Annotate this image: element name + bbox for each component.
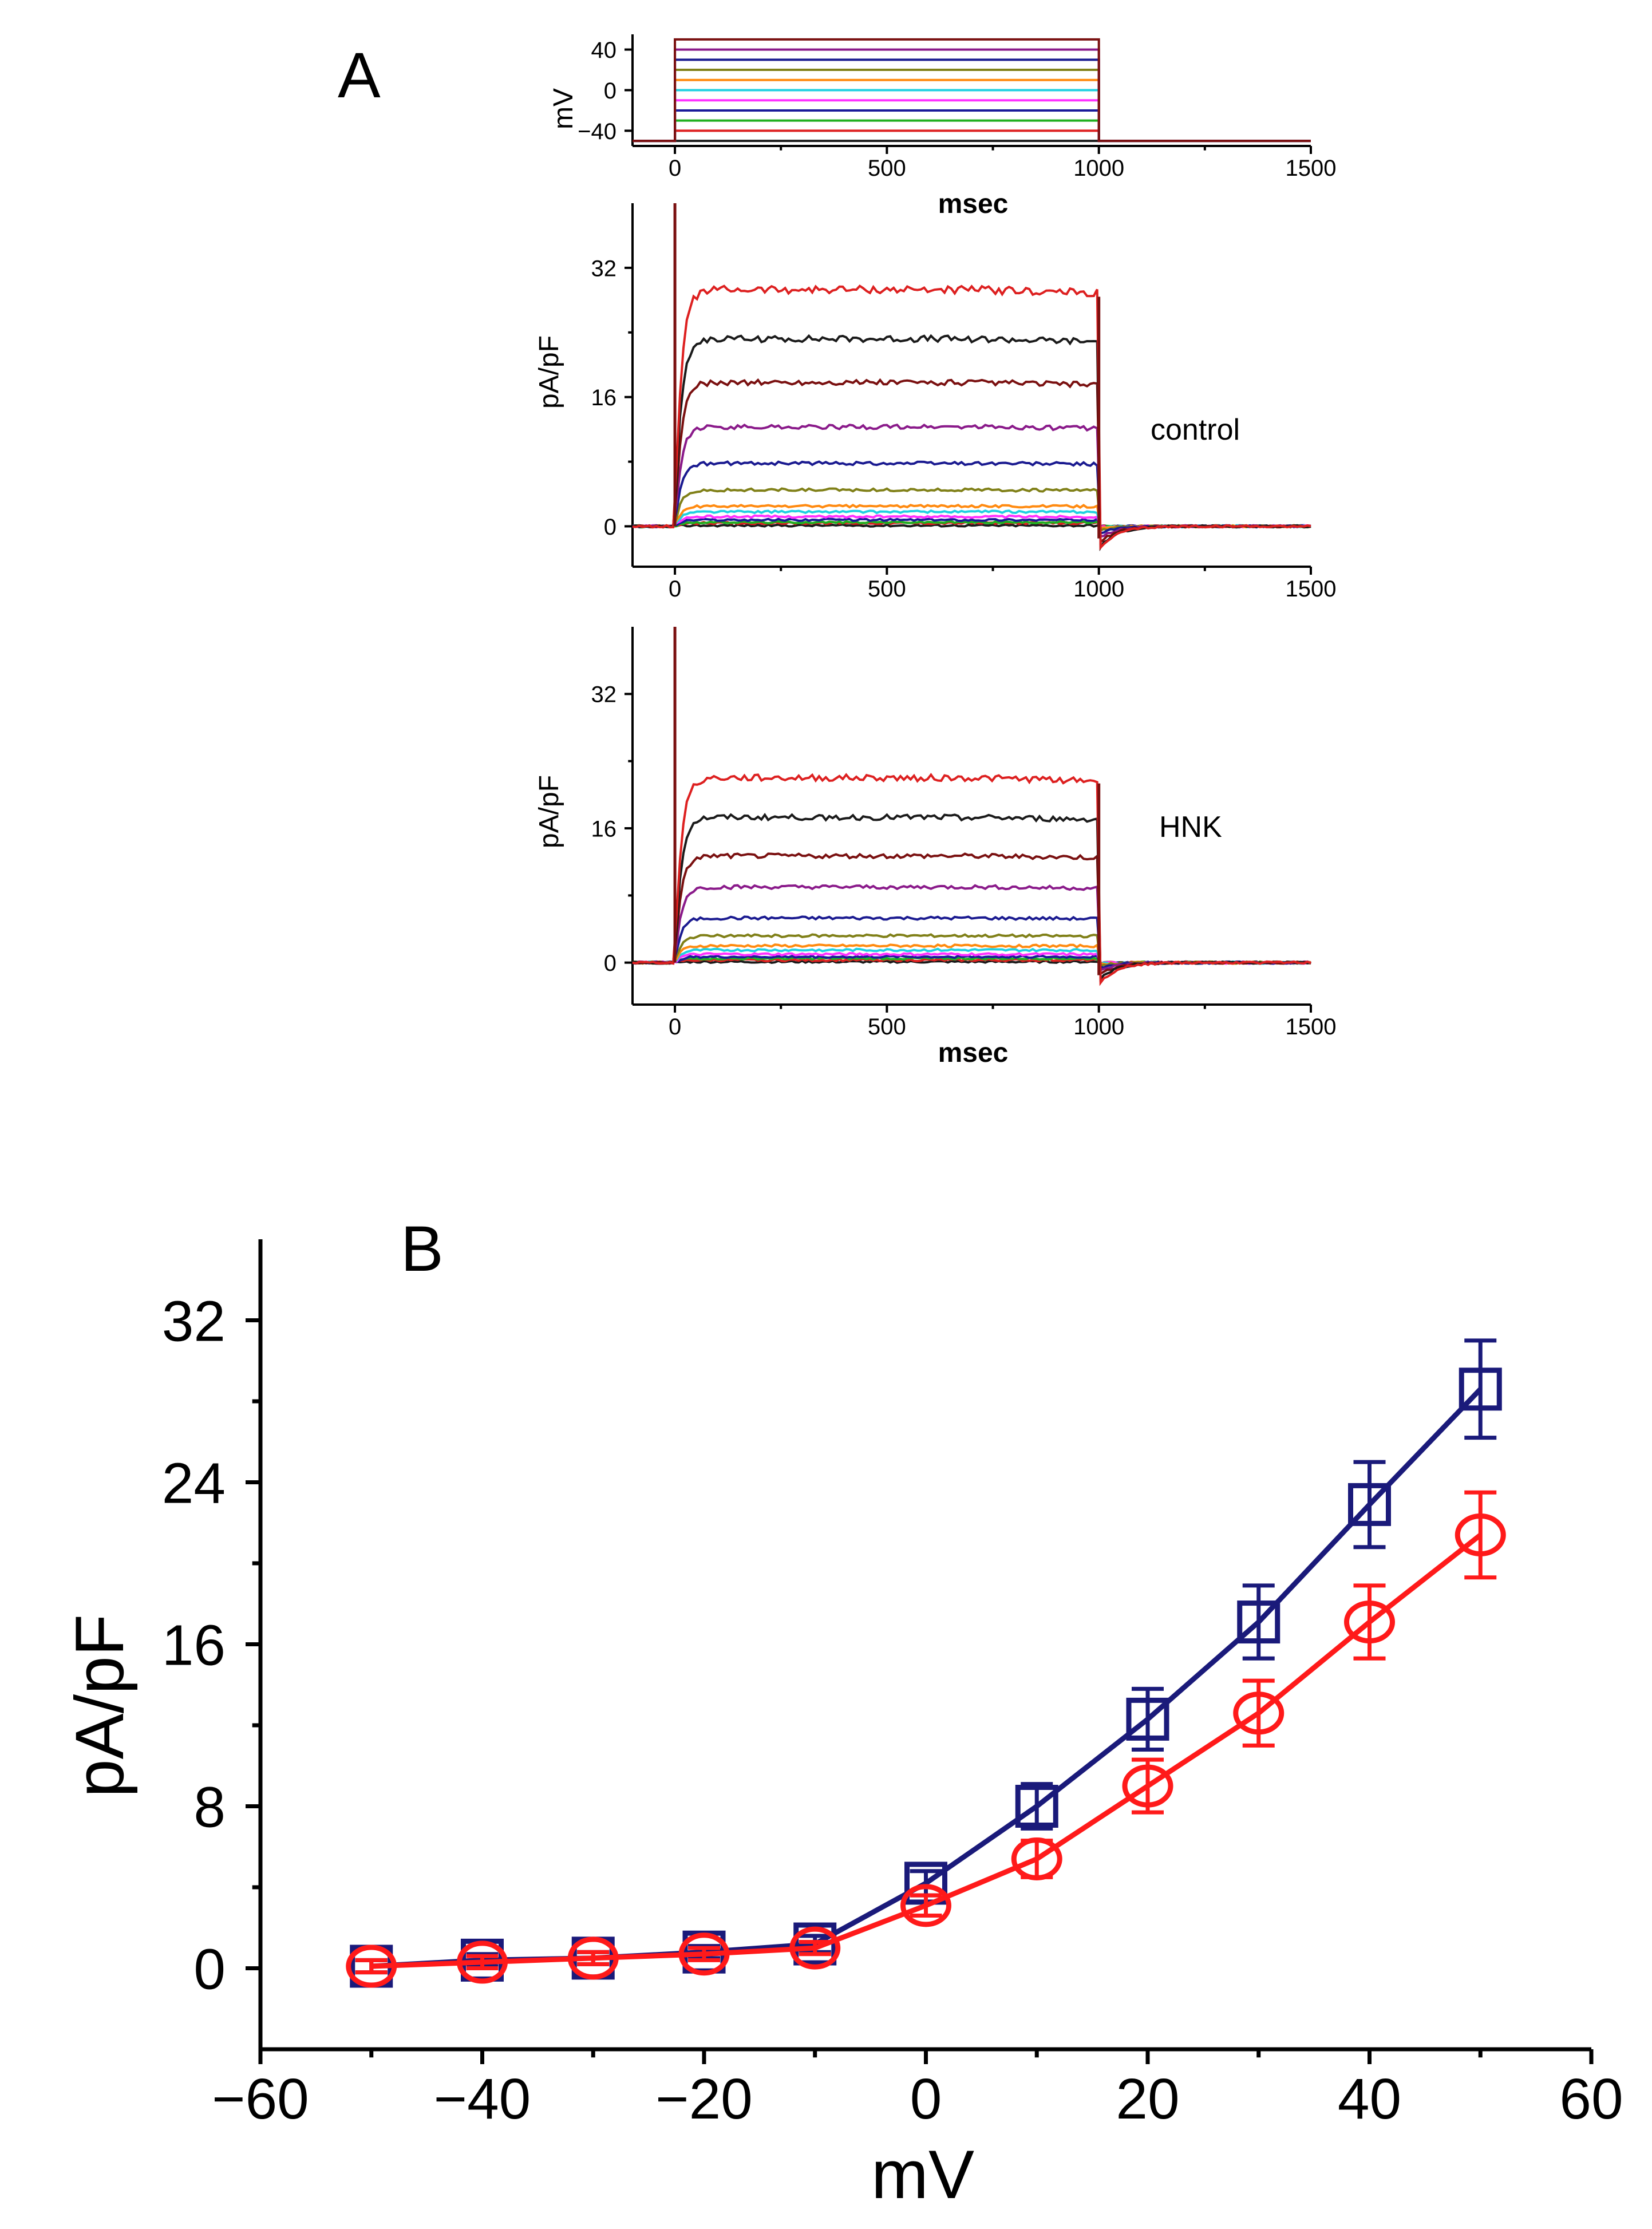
panel-label-b: B bbox=[401, 1213, 444, 1285]
x-tick-label: −40 bbox=[434, 2067, 531, 2131]
data-point-square bbox=[1459, 1368, 1502, 1411]
data-point-square bbox=[1348, 1483, 1391, 1526]
data-point-circle bbox=[346, 1945, 397, 1988]
protocol-axes: 0 500 1000 1500 −40 0 40 bbox=[578, 34, 1336, 181]
y-tick-label: 32 bbox=[591, 682, 617, 708]
protocol-y-label: mV bbox=[548, 88, 579, 129]
x-tick-label: 40 bbox=[1338, 2067, 1401, 2131]
hnk-x-label: msec bbox=[938, 1038, 1009, 1068]
data-point-square bbox=[793, 1922, 837, 1966]
x-tick-label: −20 bbox=[655, 2067, 753, 2131]
data-point-circle bbox=[900, 1884, 951, 1927]
x-tick-label: 500 bbox=[868, 156, 906, 181]
data-point-circle bbox=[1122, 1764, 1173, 1808]
current-trace bbox=[632, 773, 1311, 986]
data-point-circle bbox=[457, 1941, 508, 1984]
control-annotation: control bbox=[1151, 413, 1240, 446]
y-tick-label: 32 bbox=[591, 256, 617, 281]
hnk-y-label: pA/pF bbox=[534, 775, 564, 848]
iv-axes: −60 −40 −20 0 20 40 60 0 8 16 24 32 bbox=[162, 1239, 1623, 2131]
y-tick-label: 16 bbox=[591, 816, 617, 841]
x-tick-label: 0 bbox=[669, 156, 681, 181]
y-tick-label: −40 bbox=[578, 119, 616, 144]
y-tick-label: 0 bbox=[604, 515, 616, 540]
data-point-circle bbox=[789, 1926, 841, 1970]
y-tick-label: 8 bbox=[193, 1776, 226, 1840]
protocol-plot: 0 500 1000 1500 −40 0 40 mV msec bbox=[548, 34, 1336, 219]
data-point-circle bbox=[1011, 1837, 1062, 1880]
x-tick-label: 1000 bbox=[1073, 156, 1124, 181]
x-tick-label: 1500 bbox=[1286, 576, 1337, 602]
y-tick-label: 0 bbox=[193, 1938, 226, 2002]
x-tick-label: 0 bbox=[669, 1014, 681, 1040]
y-tick-label: 16 bbox=[591, 385, 617, 410]
x-tick-label: 20 bbox=[1116, 2067, 1179, 2131]
data-point-circle bbox=[1455, 1513, 1506, 1556]
x-tick-label: 60 bbox=[1559, 2067, 1623, 2131]
data-point-square bbox=[1015, 1785, 1058, 1828]
panel-label-a: A bbox=[338, 39, 381, 111]
data-point-circle bbox=[678, 1932, 730, 1976]
protocol-x-label: msec bbox=[938, 189, 1009, 219]
y-tick-label: 0 bbox=[604, 951, 616, 976]
y-tick-label: 16 bbox=[162, 1614, 226, 1678]
y-tick-label: 0 bbox=[604, 78, 616, 104]
protocol-traces bbox=[633, 38, 1311, 143]
iv-x-label: mV bbox=[871, 2136, 974, 2213]
y-tick-label: 32 bbox=[162, 1290, 226, 1354]
y-tick-label: 40 bbox=[591, 38, 617, 63]
control-traces bbox=[632, 203, 1311, 552]
control-axes: 0 500 1000 1500 0 16 32 bbox=[591, 203, 1337, 602]
hnk-plot: 0 500 1000 1500 0 16 32 pA/pF HNK msec bbox=[534, 627, 1336, 1068]
x-tick-label: −60 bbox=[212, 2067, 309, 2131]
current-trace bbox=[632, 284, 1311, 551]
data-point-circle bbox=[1344, 1600, 1395, 1644]
hnk-traces bbox=[632, 627, 1311, 986]
hnk-axes: 0 500 1000 1500 0 16 32 bbox=[591, 627, 1337, 1040]
y-tick-label: 24 bbox=[162, 1452, 226, 1516]
data-point-square bbox=[1237, 1600, 1281, 1644]
x-tick-label: 1500 bbox=[1286, 1014, 1337, 1040]
x-tick-label: 0 bbox=[669, 576, 681, 602]
x-tick-label: 500 bbox=[868, 576, 906, 602]
x-tick-label: 1500 bbox=[1286, 156, 1337, 181]
iv-plot: −60 −40 −20 0 20 40 60 0 8 16 24 32 pA/pF mV bbox=[61, 1239, 1623, 2213]
x-tick-label: 500 bbox=[868, 1014, 906, 1040]
data-point-circle bbox=[567, 1936, 619, 1980]
iv-y-label: pA/pF bbox=[61, 1614, 138, 1797]
data-point-circle bbox=[1233, 1691, 1285, 1735]
control-y-label: pA/pF bbox=[534, 335, 564, 409]
control-plot: 0 500 1000 1500 0 16 32 pA/pF control bbox=[534, 203, 1336, 602]
x-tick-label: 0 bbox=[910, 2067, 942, 2131]
protocol-trace bbox=[633, 38, 1311, 143]
iv-series bbox=[346, 1338, 1506, 1988]
data-point-square bbox=[1126, 1697, 1169, 1741]
hnk-annotation: HNK bbox=[1159, 811, 1222, 844]
x-tick-label: 1000 bbox=[1073, 1014, 1124, 1040]
x-tick-label: 1000 bbox=[1073, 576, 1124, 602]
